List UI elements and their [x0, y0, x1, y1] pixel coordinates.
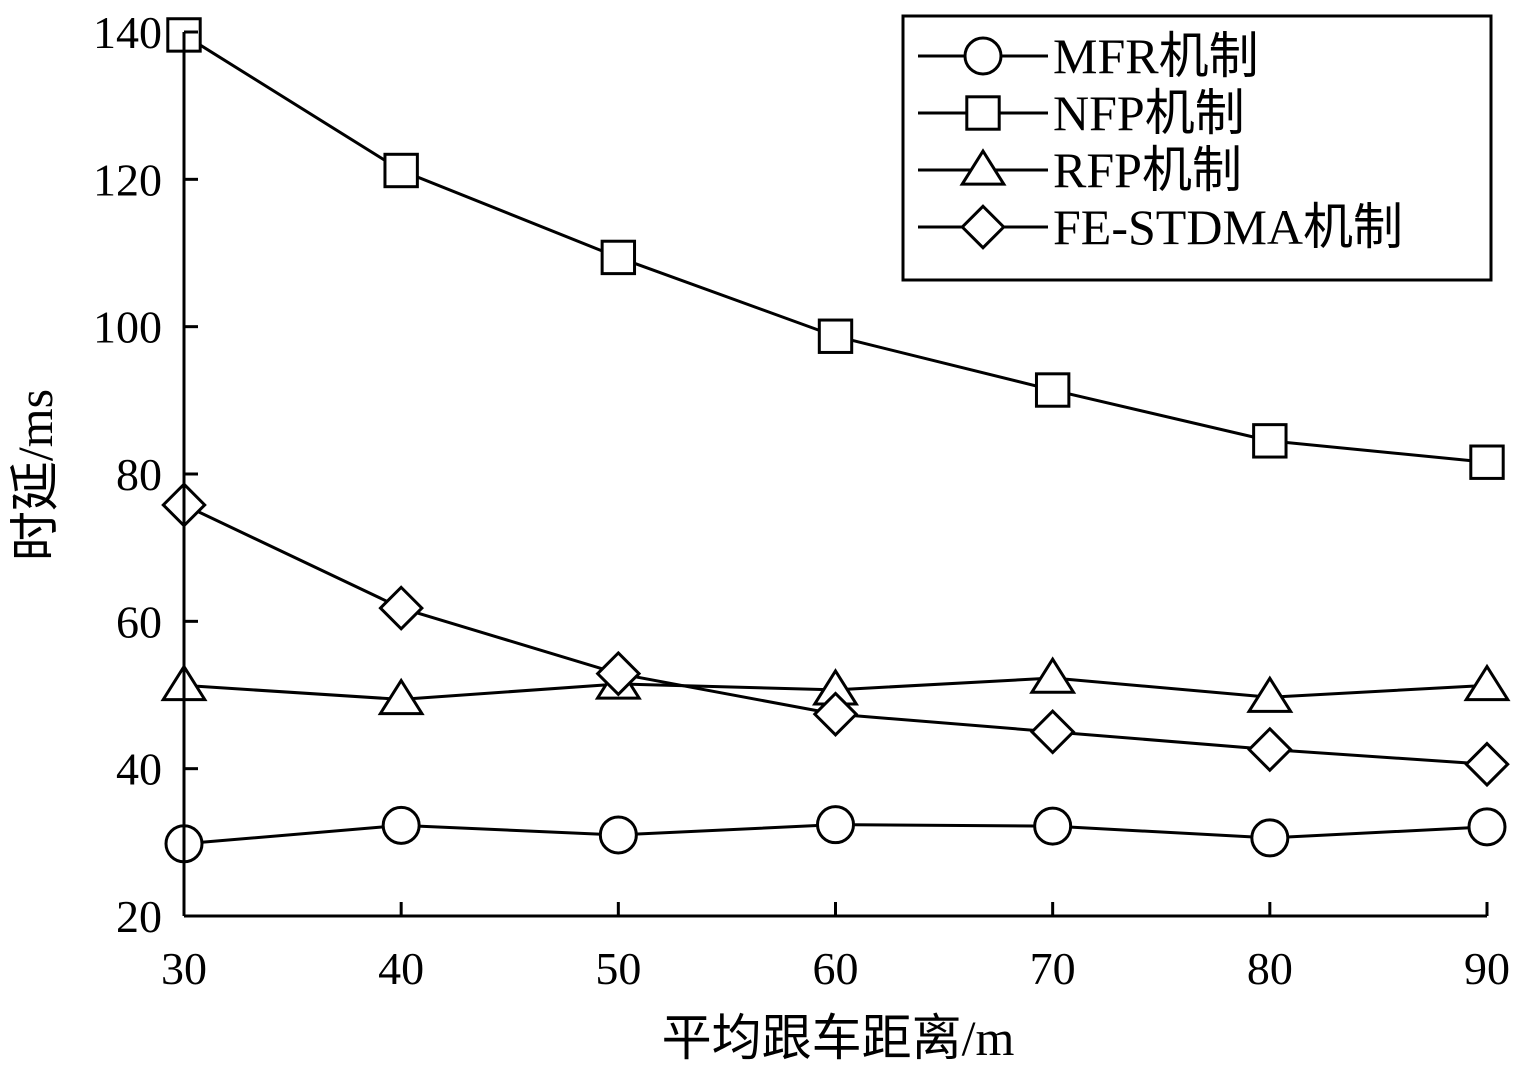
marker-square — [1469, 444, 1505, 480]
marker-circle — [598, 815, 638, 855]
marker-circle — [816, 805, 855, 845]
marker-circle — [1467, 807, 1507, 847]
y-tick-label: 20 — [116, 891, 162, 942]
x-tick-label: 60 — [813, 943, 859, 994]
marker-triangle — [1463, 663, 1511, 702]
x-tick-label: 80 — [1247, 943, 1293, 994]
y-tick-label: 100 — [93, 302, 162, 353]
marker-diamond — [1029, 709, 1076, 755]
legend-entry: RFP机制 — [918, 142, 1242, 198]
x-tick-label: 90 — [1464, 943, 1510, 994]
y-tick-label: 80 — [116, 449, 162, 500]
marker-circle — [963, 36, 1003, 76]
x-tick-label: 40 — [378, 943, 424, 994]
legend-label: MFR机制 — [1053, 28, 1259, 84]
marker-circle — [1033, 806, 1073, 846]
legend-label: FE-STDMA机制 — [1053, 199, 1403, 255]
marker-triangle — [1029, 656, 1077, 694]
legend-entry: NFP机制 — [918, 85, 1245, 141]
y-tick-label: 140 — [93, 7, 162, 58]
marker-square — [817, 318, 854, 354]
marker-square — [1034, 372, 1071, 408]
marker-circle — [1250, 818, 1290, 858]
marker-triangle — [377, 677, 425, 716]
marker-triangle — [959, 148, 1007, 186]
marker-square — [1252, 423, 1288, 459]
y-axis-label: 时延/ms — [7, 389, 63, 561]
legend-entry: FE-STDMA机制 — [918, 199, 1403, 255]
legend-entry: MFR机制 — [918, 28, 1259, 84]
series-group — [160, 17, 1511, 864]
legend-label: RFP机制 — [1053, 142, 1242, 198]
x-axis-label: 平均跟车距离/m — [662, 1010, 1015, 1066]
marker-square — [965, 95, 1001, 131]
axes: 30 40 50 60 70 80 90 20 40 60 80 100 120 140 — [93, 7, 1510, 994]
y-tick-label: 40 — [116, 744, 162, 795]
marker-diamond — [960, 204, 1006, 250]
x-tick-label: 50 — [595, 943, 641, 994]
legend-label: NFP机制 — [1053, 85, 1245, 141]
series-circle — [164, 805, 1507, 864]
marker-diamond — [1464, 741, 1510, 788]
y-tick-label: 60 — [116, 596, 162, 647]
x-tick-label: 70 — [1030, 943, 1076, 994]
y-tick-label: 120 — [93, 154, 162, 205]
marker-diamond — [378, 585, 424, 631]
marker-square — [600, 239, 637, 276]
marker-diamond — [812, 691, 859, 737]
marker-triangle — [1246, 675, 1294, 713]
x-tick-label: 30 — [161, 943, 207, 994]
marker-circle — [381, 805, 421, 845]
marker-diamond — [595, 650, 642, 697]
marker-diamond — [1247, 726, 1293, 773]
marker-square — [383, 152, 419, 189]
series-diamond — [161, 482, 1510, 788]
